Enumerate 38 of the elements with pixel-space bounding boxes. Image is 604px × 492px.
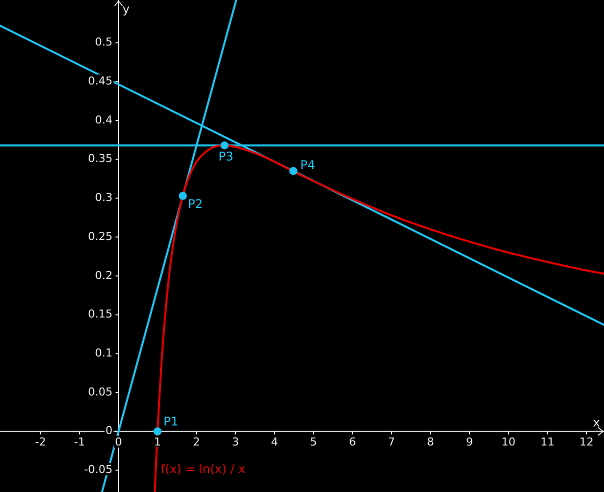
y-tick-label: 0.05 — [88, 385, 113, 398]
annotation: P1 — [164, 414, 178, 428]
y-tick-label: 0.35 — [88, 152, 113, 166]
point — [178, 192, 187, 200]
x-tick-label: 11 — [540, 436, 554, 449]
y-axis-title: y — [122, 2, 130, 16]
x-tick-label: 9 — [466, 436, 473, 449]
y-tick-label: 0.5 — [95, 36, 113, 49]
annotation: P3 — [218, 149, 234, 164]
y-tick-label: 0.2 — [95, 268, 113, 282]
series-label: f(x) = ln(x) / x — [160, 462, 246, 476]
y-tick-label: 0.1 — [95, 346, 113, 360]
x-tick-label: -1 — [74, 436, 86, 449]
x-tick-label: 10 — [501, 436, 516, 449]
annotation: P4 — [300, 158, 316, 172]
y-tick-label: 0.3 — [95, 191, 113, 204]
y-tick-label: 0.4 — [95, 113, 113, 126]
x-tick-label: 4 — [271, 436, 278, 449]
x-axis-title: x — [592, 416, 600, 430]
y-tick-label: -0.05 — [84, 463, 113, 476]
y-tick-label: 0.25 — [88, 230, 113, 243]
y-tick-label: 0 — [106, 424, 113, 438]
point — [154, 427, 162, 436]
x-tick-label: 5 — [310, 436, 318, 449]
x-tick-label: -2 — [35, 436, 46, 449]
x-tick-label: 12 — [579, 436, 594, 449]
x-tick-label: 7 — [388, 436, 395, 449]
x-tick-label: 0 — [115, 436, 122, 449]
x-tick-label: 6 — [348, 436, 356, 449]
x-tick-label: 1 — [154, 436, 162, 449]
y-tick-label: 0.15 — [88, 308, 113, 321]
x-tick-label: 2 — [193, 436, 200, 449]
point — [220, 141, 229, 150]
y-tick-label: 0.45 — [88, 74, 113, 88]
point — [289, 166, 298, 175]
annotation: P2 — [188, 196, 203, 211]
x-tick-label: 8 — [426, 436, 434, 449]
x-tick-label: 3 — [232, 436, 240, 449]
